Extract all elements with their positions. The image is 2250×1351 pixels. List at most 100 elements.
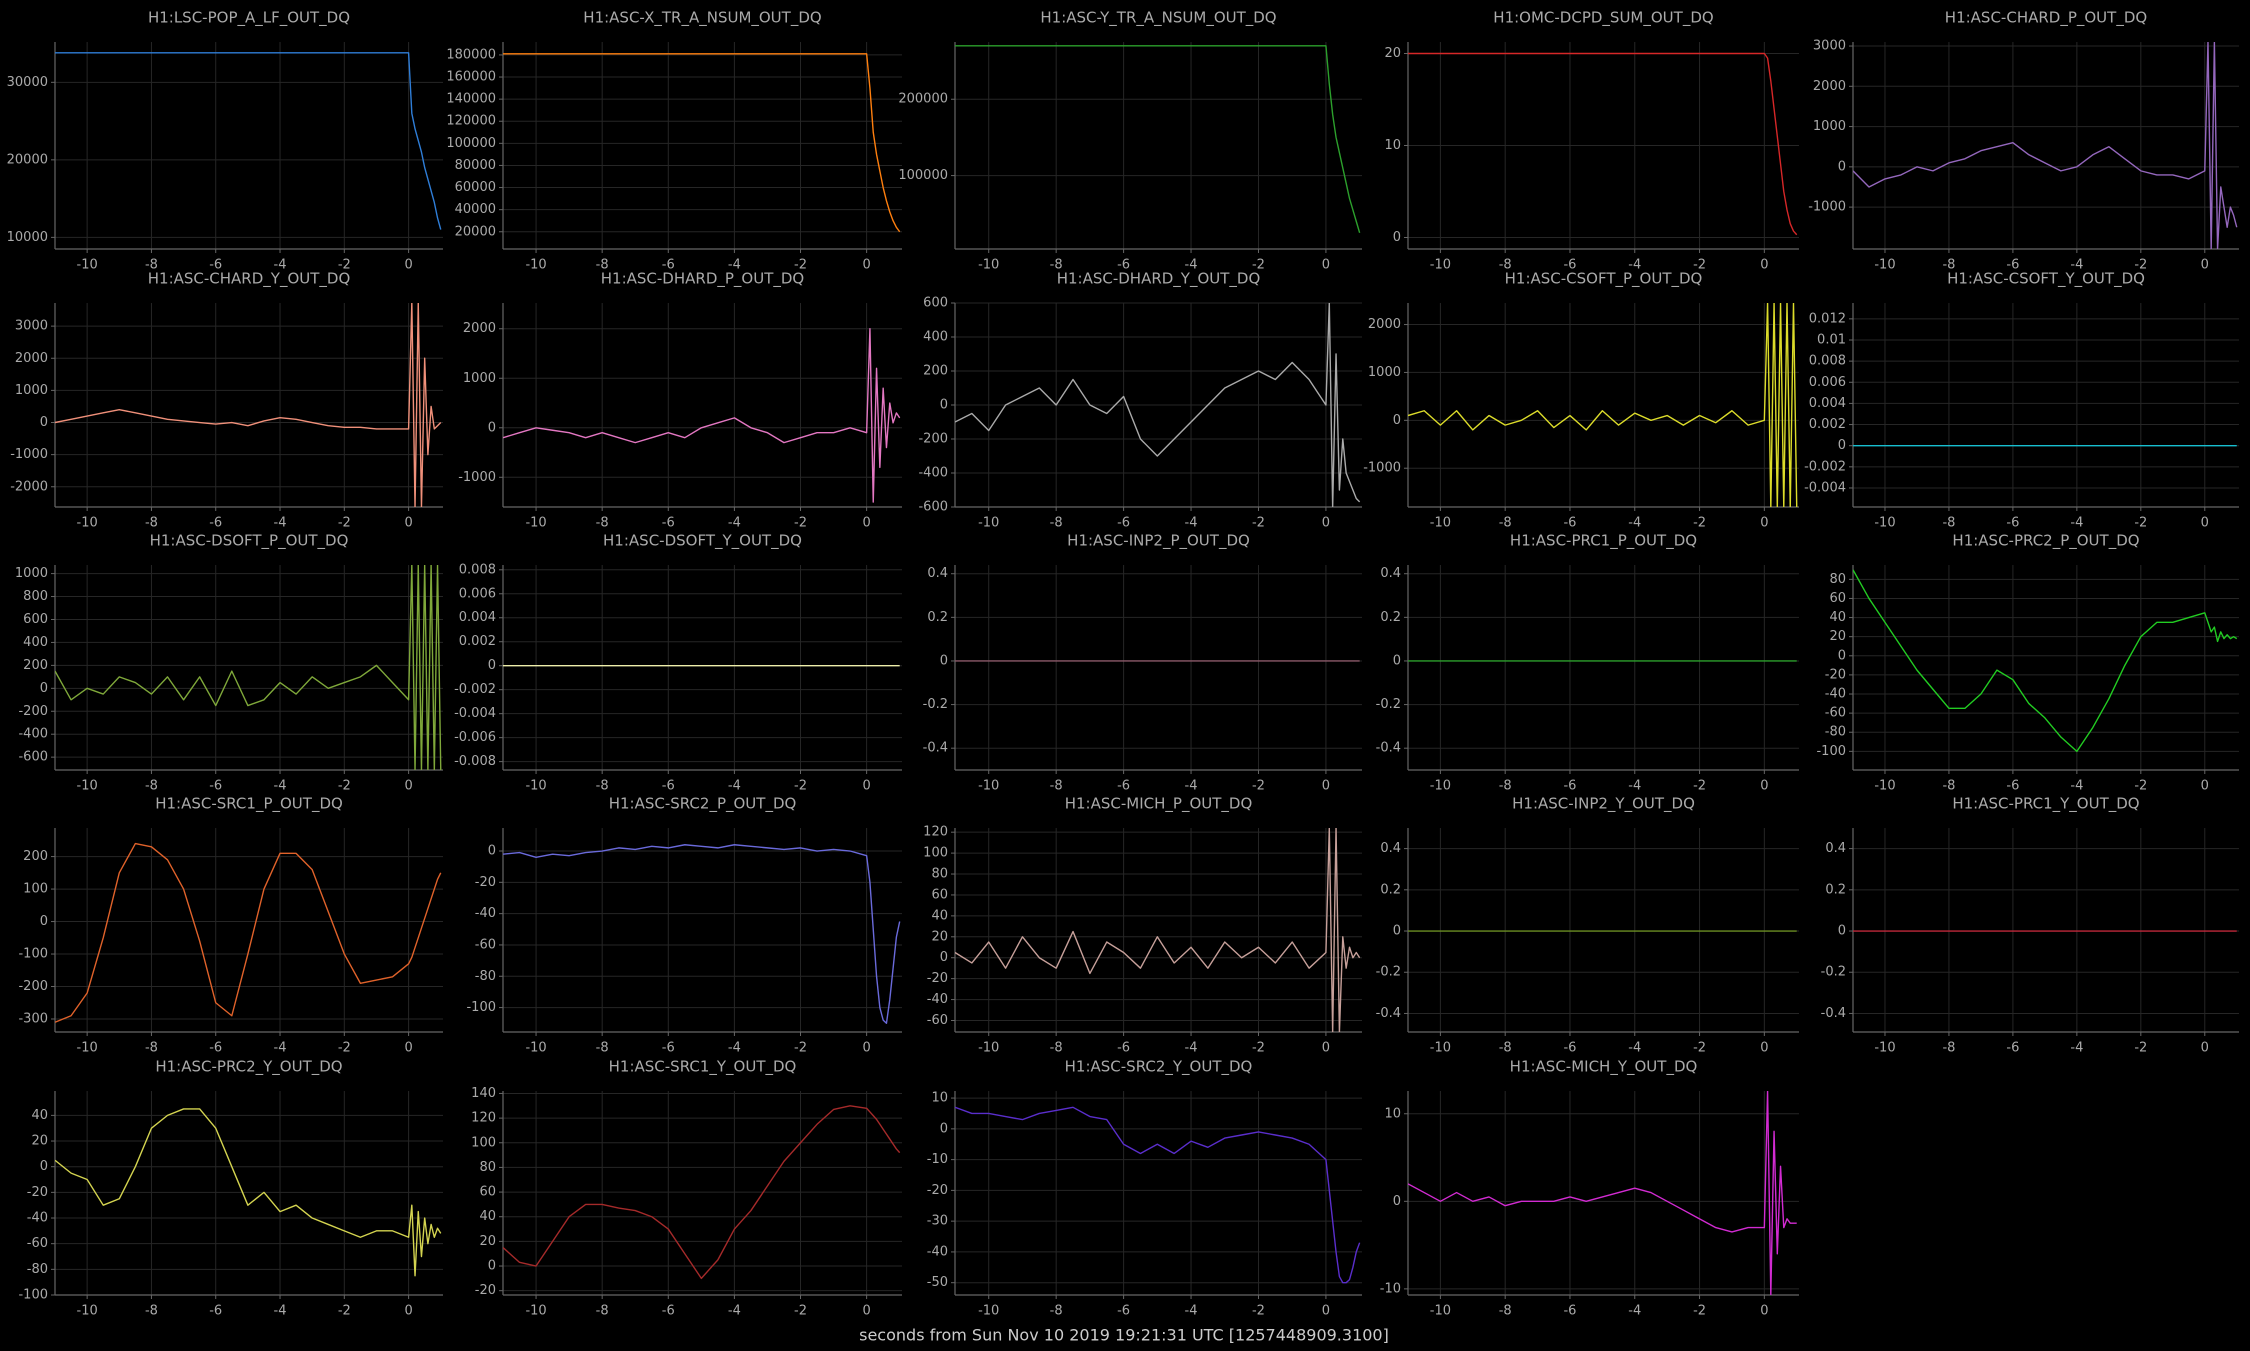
x-tick-label: 0	[2201, 516, 2209, 531]
x-tick-label: -10	[77, 1041, 98, 1056]
panel-title: H1:ASC-SRC1_Y_OUT_DQ	[609, 1058, 797, 1077]
y-tick-label: -30	[927, 1214, 948, 1229]
y-tick-label: 160000	[446, 70, 496, 85]
x-tick-label: -8	[1499, 516, 1512, 531]
panel-title: H1:ASC-PRC2_P_OUT_DQ	[1952, 532, 2139, 551]
plot-area	[1853, 569, 2238, 753]
y-tick-label: 200000	[898, 92, 948, 107]
x-tick-label: -6	[209, 516, 222, 531]
x-tick-label: -6	[2006, 779, 2019, 794]
line-series	[955, 45, 1361, 234]
y-tick-label: 0.2	[927, 610, 948, 625]
y-tick-label: -1000	[458, 470, 496, 485]
x-tick-label: -6	[1117, 258, 1130, 273]
y-tick-label: 3000	[1813, 39, 1846, 54]
x-tick-label: -2	[1693, 779, 1706, 794]
y-tick-label: 0	[40, 1159, 48, 1174]
y-tick-label: 20	[1384, 46, 1401, 61]
y-tick-label: 2000	[1813, 79, 1846, 94]
panel: H1:ASC-DHARD_Y_OUT_DQ -10 -8 -6 -4 -2 0 -600 -40…	[918, 270, 1362, 531]
x-tick-label: -6	[1563, 258, 1576, 273]
x-tick-label: -2	[1252, 1041, 1265, 1056]
x-tick-label: -6	[662, 258, 675, 273]
plot-area	[55, 303, 442, 507]
x-tick-label: 0	[404, 516, 412, 531]
x-tick-label: 0	[1322, 1304, 1330, 1319]
x-tick-label: -8	[145, 258, 158, 273]
y-tick-label: 0	[940, 653, 948, 668]
x-tick-label: -2	[338, 1304, 351, 1319]
line-series	[55, 303, 442, 507]
x-tick-label: -10	[1430, 258, 1451, 273]
y-tick-label: 0.01	[1817, 332, 1846, 347]
x-tick-label: -4	[728, 516, 741, 531]
plot-area	[55, 1108, 442, 1277]
x-tick-label: -8	[1499, 1041, 1512, 1056]
x-tick-label: -6	[1563, 1041, 1576, 1056]
y-tick-label: 0.002	[459, 634, 496, 649]
y-tick-label: 0.006	[459, 586, 496, 601]
panel-title: H1:ASC-X_TR_A_NSUM_OUT_DQ	[583, 9, 821, 28]
y-tick-label: 0	[40, 415, 48, 430]
y-tick-label: -100	[1816, 744, 1846, 759]
x-tick-label: 0	[862, 1304, 870, 1319]
line-series	[503, 1105, 901, 1280]
y-tick-label: 0.4	[927, 566, 948, 581]
x-tick-label: -2	[794, 1304, 807, 1319]
x-tick-label: -8	[1499, 779, 1512, 794]
x-tick-label: -2	[2134, 516, 2147, 531]
x-tick-label: -10	[525, 258, 546, 273]
y-tick-label: 0	[1393, 230, 1401, 245]
y-tick-label: 0	[1838, 438, 1846, 453]
line-series	[503, 53, 901, 233]
line-series	[955, 303, 1361, 507]
y-tick-label: -40	[27, 1211, 48, 1226]
y-tick-label: 0	[1838, 159, 1846, 174]
y-tick-label: 80	[931, 867, 948, 882]
x-tick-label: -4	[728, 258, 741, 273]
y-tick-label: 2000	[15, 351, 48, 366]
panel: H1:ASC-CSOFT_Y_OUT_DQ -10 -8 -6 -4 -2 0 -0.004 -…	[1804, 270, 2239, 531]
y-tick-label: 0	[1838, 648, 1846, 663]
y-tick-label: 60	[1829, 591, 1846, 606]
y-tick-label: 60	[479, 1185, 496, 1200]
x-tick-label: -2	[1252, 258, 1265, 273]
plot-area	[503, 328, 901, 503]
y-tick-label: 100	[23, 882, 48, 897]
y-tick-label: -60	[475, 937, 496, 952]
y-tick-label: 100000	[446, 136, 496, 151]
x-tick-label: -4	[274, 779, 287, 794]
line-series	[503, 328, 901, 503]
x-tick-label: 0	[1760, 1304, 1768, 1319]
plot-area	[55, 565, 442, 770]
x-tick-label: -6	[1117, 1304, 1130, 1319]
y-tick-label: -20	[927, 1183, 948, 1198]
y-tick-label: 1000	[15, 383, 48, 398]
x-tick-label: -6	[209, 258, 222, 273]
panel-title: H1:ASC-INP2_P_OUT_DQ	[1067, 532, 1250, 551]
line-series	[55, 565, 442, 770]
x-tick-label: -6	[209, 1041, 222, 1056]
y-tick-label: 10	[1384, 138, 1401, 153]
x-tick-label: -8	[1050, 1041, 1063, 1056]
y-tick-label: 0	[940, 950, 948, 965]
panel: H1:ASC-SRC2_Y_OUT_DQ-10 -8 -6 -4 -2 0-50-40-3…	[927, 1058, 1362, 1319]
y-tick-label: -80	[1825, 725, 1846, 740]
y-tick-label: 0.002	[1809, 417, 1846, 432]
y-tick-label: 20	[931, 929, 948, 944]
y-tick-label: 0.2	[1380, 610, 1401, 625]
y-tick-label: 0	[40, 681, 48, 696]
panel-title: H1:ASC-Y_TR_A_NSUM_OUT_DQ	[1040, 9, 1276, 28]
y-tick-label: 0.004	[459, 610, 496, 625]
panel-title: H1:ASC-DHARD_P_OUT_DQ	[601, 270, 804, 289]
plot-area	[955, 828, 1361, 1032]
y-tick-label: 0	[940, 398, 948, 413]
x-tick-label: -6	[1117, 1041, 1130, 1056]
y-tick-label: 0.4	[1380, 841, 1401, 856]
plot-area	[1408, 52, 1798, 236]
x-tick-label: -2	[338, 516, 351, 531]
x-tick-label: -4	[1628, 516, 1641, 531]
x-tick-label: -8	[1050, 779, 1063, 794]
x-tick-label: -10	[77, 516, 98, 531]
panel: H1:OMC-DCPD_SUM_OUT_DQ -10 -8 -6 -4 -2 0 0 10 20	[1384, 9, 1799, 273]
